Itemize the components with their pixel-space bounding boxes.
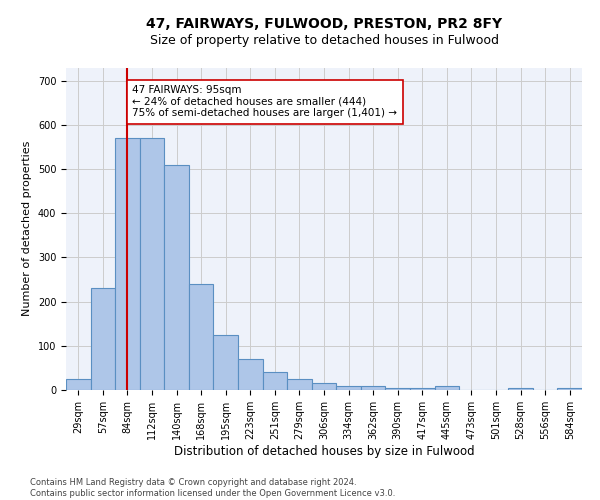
Bar <box>385 388 410 390</box>
Bar <box>91 288 115 390</box>
Bar <box>164 164 189 390</box>
Bar <box>189 284 214 390</box>
Bar <box>336 386 361 390</box>
Text: 47 FAIRWAYS: 95sqm
← 24% of detached houses are smaller (444)
75% of semi-detach: 47 FAIRWAYS: 95sqm ← 24% of detached hou… <box>133 85 397 118</box>
Y-axis label: Number of detached properties: Number of detached properties <box>22 141 32 316</box>
Bar <box>361 386 385 390</box>
Bar <box>508 388 533 390</box>
Bar <box>66 379 91 390</box>
Bar <box>434 386 459 390</box>
Text: Size of property relative to detached houses in Fulwood: Size of property relative to detached ho… <box>149 34 499 47</box>
Bar <box>287 379 312 390</box>
X-axis label: Distribution of detached houses by size in Fulwood: Distribution of detached houses by size … <box>173 444 475 458</box>
Bar <box>140 138 164 390</box>
Bar <box>263 372 287 390</box>
Text: 47, FAIRWAYS, FULWOOD, PRESTON, PR2 8FY: 47, FAIRWAYS, FULWOOD, PRESTON, PR2 8FY <box>146 18 502 32</box>
Bar <box>238 359 263 390</box>
Bar <box>312 384 336 390</box>
Text: Contains HM Land Registry data © Crown copyright and database right 2024.
Contai: Contains HM Land Registry data © Crown c… <box>30 478 395 498</box>
Bar <box>410 388 434 390</box>
Bar <box>214 335 238 390</box>
Bar <box>115 138 140 390</box>
Bar <box>557 388 582 390</box>
